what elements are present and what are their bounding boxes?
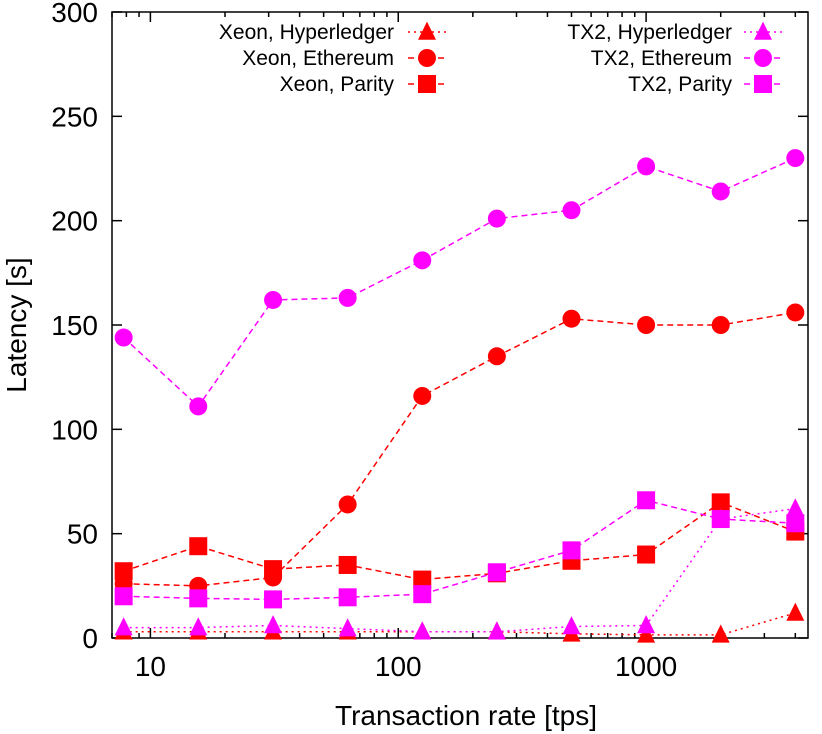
data-point (264, 560, 283, 579)
data-point (487, 347, 506, 366)
legend-item: TX2, Hyperledger (567, 21, 782, 44)
legend-marker (418, 21, 436, 40)
x-tick-label: 1000 (615, 651, 677, 682)
series-tx2-hyperledger (114, 498, 805, 640)
legend-marker (418, 49, 436, 67)
data-point (711, 510, 730, 529)
legend-item: Xeon, Hyperledger (219, 21, 446, 44)
legend-item: Xeon, Parity (280, 73, 446, 96)
legend-label: Xeon, Parity (280, 73, 395, 96)
data-point (562, 201, 581, 220)
y-tick-label: 200 (51, 206, 98, 237)
data-point (114, 328, 133, 347)
legend-marker (754, 75, 772, 93)
data-point (487, 209, 506, 228)
data-point (637, 615, 656, 634)
data-point (786, 514, 805, 533)
legend-label: TX2, Parity (628, 73, 732, 96)
data-point (562, 309, 581, 328)
y-tick-label: 0 (82, 623, 98, 654)
data-point (711, 493, 730, 512)
data-point (711, 624, 730, 643)
data-point (786, 149, 805, 168)
x-axis-title: Transaction rate [tps] (335, 700, 597, 731)
legend-marker (754, 21, 772, 40)
data-point (413, 386, 432, 405)
legend-label: Xeon, Ethereum (242, 47, 394, 70)
data-point (562, 541, 581, 560)
y-axis-title: Latency [s] (1, 257, 32, 392)
data-point (338, 555, 357, 574)
data-point (189, 617, 208, 636)
data-point (114, 562, 133, 581)
series-xeon-parity (114, 493, 805, 589)
y-tick-label: 50 (67, 519, 98, 550)
series-line (123, 501, 796, 581)
plot-frame (111, 11, 809, 639)
series-line (123, 507, 796, 633)
series-group (114, 149, 805, 643)
x-tick-label: 10 (135, 651, 166, 682)
series-line (123, 499, 796, 601)
data-point (786, 303, 805, 322)
data-point (413, 585, 432, 604)
data-point (264, 615, 283, 634)
data-point (338, 618, 357, 637)
y-tick-label: 150 (51, 310, 98, 341)
series-line (123, 157, 796, 408)
data-point (487, 563, 506, 582)
data-point (786, 602, 805, 621)
legend-item: Xeon, Ethereum (242, 47, 446, 70)
series-tx2-parity (114, 491, 805, 609)
data-point (189, 537, 208, 556)
series-tx2-ethereum (114, 149, 805, 416)
data-point (637, 491, 656, 510)
data-point (114, 617, 133, 636)
data-point (189, 397, 208, 416)
y-tick-label: 300 (51, 0, 98, 28)
data-point (637, 624, 656, 643)
data-point (786, 498, 805, 517)
series-xeon-hyperledger (114, 602, 805, 643)
legend-label: TX2, Hyperledger (567, 21, 732, 44)
data-point (338, 288, 357, 307)
data-point (264, 590, 283, 609)
data-point (487, 621, 506, 640)
data-point (264, 290, 283, 309)
data-point (413, 570, 432, 589)
legend-marker (754, 49, 772, 67)
data-point (637, 316, 656, 334)
series-line (123, 612, 796, 636)
y-tick-label: 100 (51, 414, 98, 445)
data-point (413, 621, 432, 640)
y-tick-label: 250 (51, 101, 98, 132)
legend-label: TX2, Ethereum (591, 47, 732, 70)
legend-item: TX2, Ethereum (591, 47, 782, 70)
data-point (711, 182, 730, 201)
legend: Xeon, Hyperledger Xeon, Ethereum Xeon, Par… (219, 21, 782, 96)
data-point (711, 316, 730, 334)
data-point (338, 495, 357, 514)
data-point (637, 157, 656, 176)
data-point (637, 545, 656, 564)
axis-ticks: 0 50 100 150 200 250 300 10 100 1000 (51, 0, 808, 682)
series-line (123, 311, 796, 587)
data-point (114, 587, 133, 606)
data-point (413, 251, 432, 270)
x-tick-label: 100 (375, 651, 422, 682)
legend-item: TX2, Parity (628, 73, 782, 96)
legend-label: Xeon, Hyperledger (219, 21, 394, 44)
legend-marker (418, 75, 436, 93)
series-xeon-ethereum (114, 303, 805, 595)
data-point (338, 588, 357, 607)
data-point (562, 616, 581, 635)
data-point (189, 589, 208, 608)
